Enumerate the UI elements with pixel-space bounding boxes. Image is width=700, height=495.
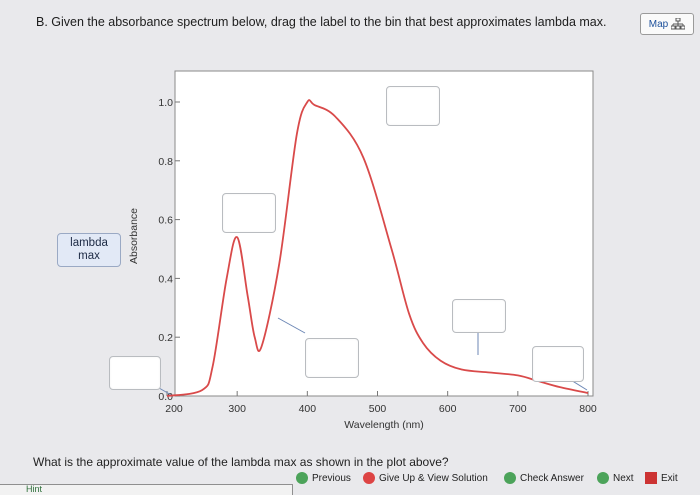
give-up-label: Give Up & View Solution — [379, 472, 488, 484]
y-tick-label: 1.0 — [158, 97, 173, 109]
back-arrow-icon — [296, 472, 308, 484]
y-tick-label: 0.4 — [158, 273, 173, 285]
x-tick-label: 700 — [509, 403, 527, 415]
prompt-text: What is the approximate value of the lam… — [33, 455, 449, 469]
check-answer-button[interactable]: Check Answer — [504, 472, 584, 484]
x-tick-label: 500 — [369, 403, 387, 415]
next-button[interactable]: Next — [597, 472, 634, 484]
x-tick-label: 600 — [439, 403, 457, 415]
y-tick-label: 0.0 — [158, 391, 173, 403]
map-button-label: Map — [648, 18, 669, 30]
next-label: Next — [613, 472, 634, 484]
spectrum-line — [166, 99, 589, 397]
hint-tab[interactable]: Hint — [0, 484, 293, 495]
sitemap-icon — [671, 18, 686, 30]
give-up-button[interactable]: Give Up & View Solution — [363, 472, 488, 484]
x-tick-label: 300 — [228, 403, 246, 415]
plot-area — [174, 70, 594, 397]
drop-bin-tail[interactable] — [532, 346, 584, 382]
bin-connector-line — [158, 387, 174, 397]
x-tick-label: 400 — [299, 403, 317, 415]
hint-label: Hint — [26, 484, 43, 494]
y-tick-label: 0.2 — [158, 332, 173, 344]
drop-bin-baseline[interactable] — [109, 356, 161, 390]
x-tick-label: 200 — [165, 403, 183, 415]
bin-connector-line — [277, 317, 306, 334]
check-answer-label: Check Answer — [520, 472, 584, 484]
y-axis-label: Absorbance — [128, 208, 140, 264]
x-tick-label: 800 — [579, 403, 597, 415]
drop-bin-trough[interactable] — [305, 338, 359, 378]
drop-bin-peak-300[interactable] — [222, 193, 276, 233]
drag-label-line2: max — [78, 250, 100, 262]
y-tick-label: 0.6 — [158, 215, 173, 227]
lambda-max-drag-label[interactable]: lambda max — [57, 233, 121, 267]
x-axis-label: Wavelength (nm) — [344, 419, 424, 431]
previous-button[interactable]: Previous — [296, 472, 351, 484]
drag-label-line1: lambda — [70, 237, 108, 249]
previous-label: Previous — [312, 472, 351, 484]
exit-button[interactable]: Exit — [645, 472, 678, 484]
check-icon — [504, 472, 516, 484]
y-tick-label: 0.8 — [158, 156, 173, 168]
map-button[interactable]: Map — [640, 13, 694, 35]
x-circle-icon — [363, 472, 375, 484]
absorbance-chart: 200 300 400 500 600 700 8000.00.20.40.60.81.0 … — [128, 70, 597, 431]
forward-arrow-icon — [597, 472, 609, 484]
drop-bin-peak-max[interactable] — [386, 86, 440, 126]
exit-label: Exit — [661, 472, 678, 484]
exit-icon — [645, 472, 657, 484]
question-title: B. Given the absorbance spectrum below, … — [36, 15, 607, 29]
drop-bin-shoulder[interactable] — [452, 299, 506, 333]
